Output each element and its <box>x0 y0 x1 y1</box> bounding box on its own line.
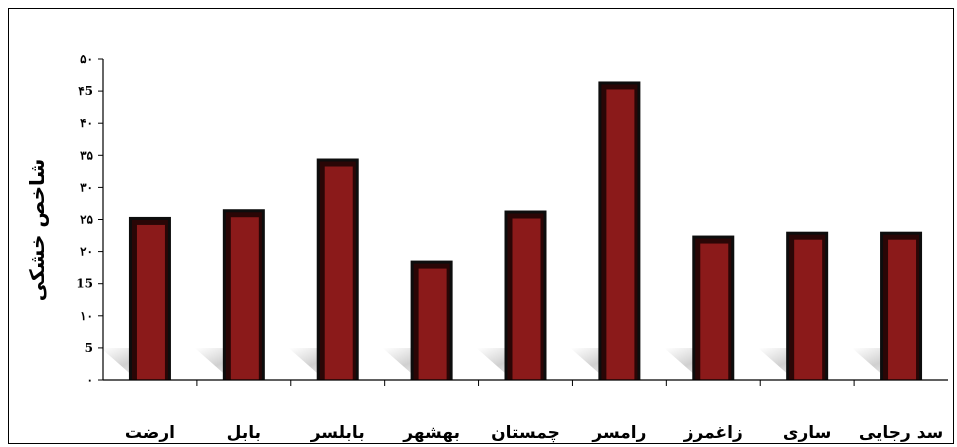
category-label: بهشهر <box>402 423 460 443</box>
bar <box>410 260 453 380</box>
category-label: ساری <box>783 423 831 443</box>
category-label: رامسر <box>591 423 646 443</box>
y-tick-label: ۵۰ <box>80 52 93 66</box>
y-tick-label: ۲۵ <box>80 213 93 227</box>
axes <box>98 58 948 386</box>
bar <box>504 210 547 380</box>
y-tick-label: ۰ <box>87 373 93 387</box>
bar-face <box>230 217 259 380</box>
bars <box>128 81 923 380</box>
bar <box>316 158 359 380</box>
bar-face <box>606 89 635 380</box>
y-tick-label: ۱۰ <box>80 309 93 323</box>
y-tick-label: 5 <box>85 341 93 355</box>
bar-face <box>888 239 917 380</box>
y-tick-label: ۳۰ <box>80 180 93 194</box>
category-label: زاغمرز <box>683 423 743 443</box>
y-tick-label: ۴۰ <box>80 116 93 130</box>
category-label: بابل <box>227 423 261 443</box>
y-tick-label: ۲۰ <box>80 245 93 259</box>
y-tick-label: 15 <box>76 277 93 291</box>
y-tick-label: ۳۵ <box>80 148 93 162</box>
bar-face <box>418 268 447 380</box>
bar-face <box>512 218 541 380</box>
category-label: ارضت <box>125 423 175 443</box>
bar-face <box>324 166 353 380</box>
category-label: سد رجایی <box>859 423 943 443</box>
category-label: چمستان <box>491 423 560 443</box>
category-label: بابلسر <box>310 423 365 443</box>
bar <box>128 216 171 380</box>
bar <box>786 231 829 380</box>
bar-face <box>794 239 823 380</box>
bar-face <box>136 224 165 380</box>
bar <box>598 81 641 380</box>
bar <box>222 209 265 380</box>
labels: ۰ 5 ۱۰ 15 ۲۰ ۲۵ ۳۰ ۳۵ ۴۰ ۴5 ۵۰ ارضت بابل بابلسر بهشهر چ… <box>76 52 943 443</box>
y-axis-title: شاخص خشکی <box>25 159 49 301</box>
bar <box>880 231 923 380</box>
y-tick-label: ۴5 <box>78 84 93 98</box>
bar <box>692 235 735 380</box>
bar-face <box>700 243 729 380</box>
